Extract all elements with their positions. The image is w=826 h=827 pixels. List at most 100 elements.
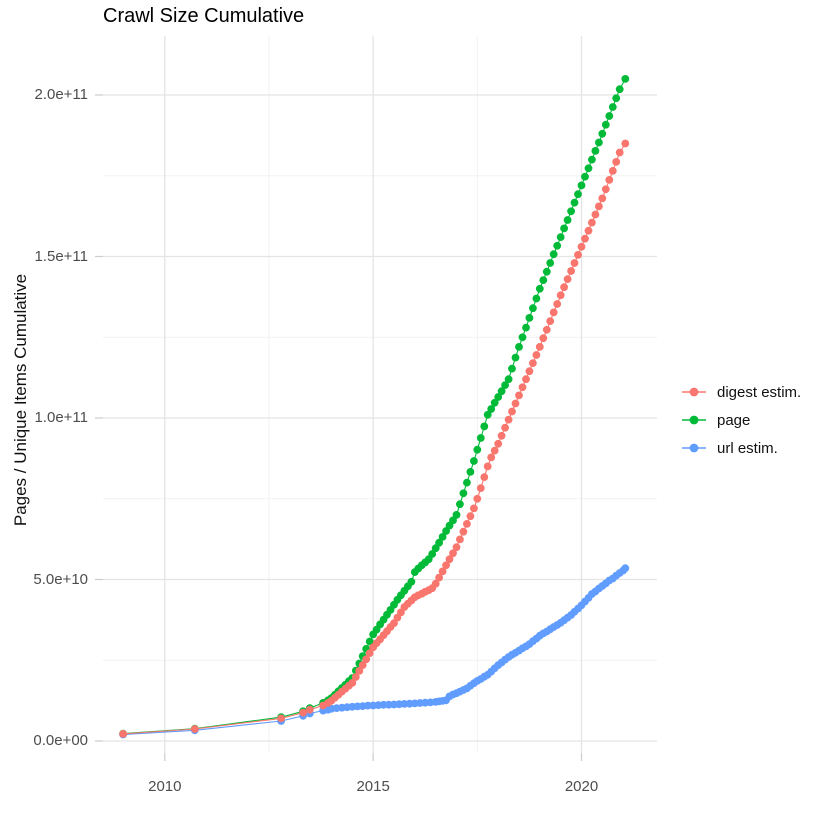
data-point	[515, 391, 523, 400]
data-point	[556, 291, 565, 300]
data-point	[542, 325, 551, 334]
data-point	[525, 367, 534, 376]
axis-tick-marks	[95, 94, 583, 761]
data-point	[518, 333, 527, 342]
series-digest-estim-	[119, 139, 630, 738]
data-point	[612, 158, 621, 166]
legend-key-page-icon	[682, 415, 706, 425]
data-point	[459, 527, 468, 536]
legend: digest estim. page url estim.	[681, 378, 801, 462]
data-point	[608, 103, 617, 111]
y-tick-label: 1.0e+11	[34, 409, 88, 426]
data-point	[605, 112, 614, 120]
data-point	[588, 155, 596, 164]
data-point	[494, 439, 503, 448]
data-point	[556, 233, 565, 242]
data-point	[490, 398, 499, 407]
data-point	[591, 147, 600, 155]
data-point	[511, 399, 520, 408]
data-point	[598, 129, 607, 138]
data-point	[595, 202, 603, 211]
data-point	[487, 405, 496, 413]
data-point	[476, 484, 485, 492]
data-point	[459, 489, 468, 498]
data-point	[305, 705, 314, 714]
data-point	[445, 555, 454, 564]
data-point	[476, 434, 485, 442]
data-point	[466, 512, 475, 521]
data-point	[525, 314, 534, 322]
data-point	[591, 210, 600, 219]
data-point	[452, 511, 461, 519]
data-point	[546, 317, 555, 325]
data-point	[563, 275, 572, 283]
series-page	[119, 75, 630, 738]
data-point	[615, 148, 624, 157]
data-point	[574, 190, 582, 199]
data-point	[351, 673, 360, 681]
data-point	[504, 375, 513, 384]
data-point	[549, 250, 558, 259]
data-point	[348, 679, 357, 687]
data-point	[570, 198, 579, 207]
data-point	[501, 381, 509, 389]
data-point	[355, 667, 364, 675]
data-point	[438, 533, 447, 541]
data-point	[560, 283, 568, 292]
data-point	[190, 725, 199, 733]
data-point	[605, 176, 614, 184]
series-url-estim-	[119, 564, 630, 739]
x-tick-label: 2015	[356, 778, 390, 795]
data-point	[601, 185, 610, 194]
legend-item-digest-estim: digest estim.	[681, 378, 801, 406]
chart-title: Crawl Size Cumulative	[103, 5, 305, 27]
data-point	[277, 714, 285, 723]
data-point	[473, 445, 482, 454]
data-point	[574, 251, 582, 259]
data-point	[456, 500, 464, 509]
data-point	[615, 85, 624, 94]
legend-label: page	[717, 411, 751, 429]
data-point	[577, 181, 586, 190]
data-point	[483, 410, 492, 419]
data-point	[539, 334, 548, 343]
gridlines-major	[103, 36, 657, 753]
data-point	[501, 423, 509, 432]
data-point	[473, 494, 482, 503]
data-point	[621, 564, 630, 573]
data-point	[584, 226, 593, 235]
data-point	[595, 138, 603, 147]
gridlines-minor	[103, 36, 657, 753]
data-point	[431, 579, 440, 588]
data-point	[588, 218, 596, 227]
data-point	[549, 308, 558, 317]
legend-item-page: page	[681, 406, 801, 434]
data-point	[487, 453, 496, 462]
data-point	[480, 422, 489, 431]
legend-label: digest estim.	[717, 383, 802, 401]
data-point	[299, 708, 307, 717]
data-point	[362, 655, 371, 664]
data-point	[119, 730, 127, 738]
data-point	[490, 446, 499, 455]
y-tick-label: 2.0e+11	[34, 86, 88, 103]
data-point	[358, 661, 367, 669]
data-point	[428, 550, 437, 558]
data-point	[435, 573, 443, 582]
data-point	[542, 267, 551, 276]
data-point	[608, 167, 617, 175]
data-point	[532, 294, 541, 303]
data-point	[511, 353, 520, 362]
legend-key-url-icon	[682, 443, 706, 453]
data-point	[563, 216, 572, 224]
data-point	[365, 649, 374, 657]
legend-key-digest-icon	[682, 387, 706, 397]
data-point	[539, 276, 548, 284]
data-point	[567, 267, 575, 275]
data-point	[463, 478, 471, 487]
data-point	[508, 364, 516, 373]
data-point	[560, 224, 568, 233]
data-point	[497, 387, 506, 396]
